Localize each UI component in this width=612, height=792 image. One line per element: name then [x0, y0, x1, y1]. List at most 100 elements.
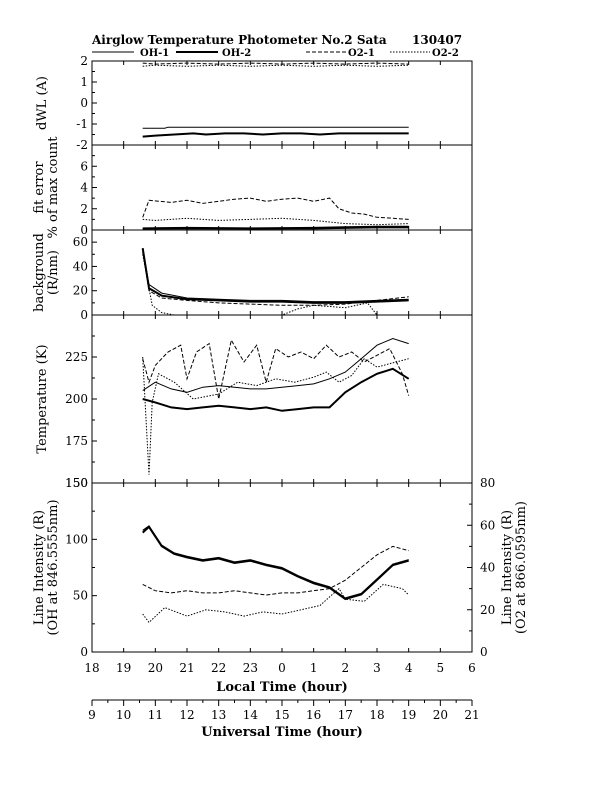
figure-header: Airglow Temperature Photometer No.2 Sata… [91, 33, 462, 47]
xtick-label-local: 18 [84, 661, 99, 675]
panel-background: 0 20 40 60 background (R/nm) [32, 229, 473, 322]
series-temperature-o2-2 [142, 356, 409, 475]
fit_error-ytick-label: 2 [80, 202, 88, 216]
xtick-label-ut: 14 [243, 708, 259, 722]
xtick-label-ut: 10 [116, 708, 131, 722]
background-ytick-label: 0 [80, 308, 88, 322]
panel-dwl: -2 -1 0 1 2 dWL (A) [35, 54, 473, 152]
dwl-ytick-label: 1 [80, 75, 88, 89]
fit_error-ytick-label: 6 [80, 159, 88, 173]
dwl-ytick-label: -1 [76, 117, 88, 131]
xtick-label-ut: 16 [306, 708, 321, 722]
background-ylabel: background [32, 233, 47, 312]
series-intensity-o2-1 [142, 545, 409, 596]
intensity-ylabel: Line Intensity (R) [32, 510, 47, 625]
legend: OH-1 OH-2 O2-1 O2-2 [92, 48, 459, 59]
xlabel-local-time: Local Time (hour) [216, 680, 348, 695]
legend-label-oh1: OH-1 [140, 48, 169, 59]
panel-frame [91, 314, 473, 484]
xtick-label-ut: 15 [274, 708, 289, 722]
intensity-ylabel: (OH at 846.5555nm) [46, 499, 61, 635]
fit_error-ytick-label: 4 [80, 181, 88, 195]
panel-fit-error: 0 2 4 6 fit error% of max count [32, 136, 473, 239]
temperature-ytick-label: 150 [65, 476, 88, 490]
xtick-label-local: 21 [179, 661, 194, 675]
xtick-label-ut: 18 [369, 708, 384, 722]
series-fit-error-oh-2 [142, 225, 409, 230]
series-intensity-o2-2 [142, 583, 410, 624]
series-dwl-o2-1 [142, 62, 409, 65]
background-ytick-label: 20 [73, 284, 88, 298]
xtick-label-local: 6 [468, 661, 476, 675]
fit_error-ylabel: % of max count [46, 136, 61, 239]
xtick-label-local: 20 [148, 661, 163, 675]
legend-label-o21: O2-1 [348, 48, 375, 59]
intensity-ylabel-right: Line Intensity (R) [500, 510, 515, 625]
xtick-label-local: 3 [373, 661, 381, 675]
xtick-label-local: 2 [342, 661, 350, 675]
temperature-ytick-label: 200 [65, 392, 88, 406]
dwl-ylabel: dWL (A) [35, 76, 50, 130]
xtick-label-local: 22 [211, 661, 226, 675]
xtick-label-local: 1 [310, 661, 318, 675]
background-ytick-label: 60 [73, 235, 88, 249]
series-background-o2-2 [142, 254, 409, 315]
temperature-ytick-label: 225 [65, 350, 88, 364]
series-dwl-oh-1 [142, 126, 409, 129]
series-temperature-oh-2 [142, 367, 410, 412]
intensity-ytick-label: 50 [73, 589, 88, 603]
series-dwl-oh-2 [142, 132, 409, 138]
temperature-ytick-label: 175 [65, 434, 88, 448]
xtick-label-ut: 13 [211, 708, 226, 722]
intensity-ylabel-right: (O2 at 866.0595nm) [514, 501, 529, 634]
xtick-label-local: 23 [243, 661, 258, 675]
panel-frame [91, 144, 473, 231]
xtick-label-local: 19 [116, 661, 131, 675]
legend-label-oh2: OH-2 [222, 48, 251, 59]
xtick-label-ut: 11 [148, 708, 163, 722]
xtick-label-ut: 19 [401, 708, 416, 722]
xtick-label-ut: 20 [433, 708, 448, 722]
intensity-right-ytick-label: 20 [480, 603, 495, 617]
intensity-right-ytick-label: 40 [480, 561, 495, 575]
xtick-label-ut: 9 [88, 708, 96, 722]
intensity-right-ytick-label: 60 [480, 518, 495, 532]
figure-date: 130407 [412, 33, 462, 47]
dwl-ytick-label: 0 [80, 96, 88, 110]
series-background-oh-2 [141, 248, 409, 304]
legend-label-o22: O2-2 [432, 48, 459, 59]
series-fit-error-o2-1 [142, 197, 409, 220]
series-background-oh-1 [142, 248, 409, 303]
series-intensity-oh-2 [142, 525, 409, 601]
dwl-ytick-label: -2 [76, 138, 88, 152]
intensity-ytick-label: 100 [65, 532, 88, 546]
chart-panels: -2 -1 0 1 2 dWL (A) 0 2 4 6 fit error% of max coun… [32, 54, 529, 659]
xtick-label-local: 5 [437, 661, 445, 675]
xlabel-universal-time: Universal Time (hour) [201, 725, 363, 740]
intensity-ytick-label: 0 [80, 645, 88, 659]
background-ytick-label: 40 [73, 259, 88, 273]
intensity-ytick-label: 150 [65, 476, 88, 490]
intensity-right-ytick-label: 80 [480, 476, 495, 490]
series-dwl-o2-2 [142, 64, 409, 67]
series-background-o2-1 [142, 251, 409, 306]
series-temperature-oh-1 [142, 337, 409, 393]
xtick-label-local: 4 [405, 661, 413, 675]
xtick-label-ut: 12 [179, 708, 194, 722]
panel-temperature: 150 175 200 225 Temperature (K) [35, 314, 473, 490]
temperature-ylabel: Temperature (K) [35, 344, 50, 453]
background-ylabel: (R/nm) [46, 250, 61, 295]
dwl-ytick-label: 2 [80, 54, 88, 68]
intensity-right-ytick-label: 0 [480, 645, 488, 659]
xtick-label-ut: 17 [338, 708, 353, 722]
xtick-label-ut: 21 [464, 708, 479, 722]
fit_error-ylabel: fit error [32, 161, 47, 214]
fit_error-ytick-label: 0 [80, 223, 88, 237]
series-fit-error-o2-2 [142, 217, 409, 226]
xtick-label-local: 0 [278, 661, 286, 675]
series-temperature-o2-1 [142, 338, 410, 400]
figure-title: Airglow Temperature Photometer No.2 Sata [91, 33, 387, 47]
